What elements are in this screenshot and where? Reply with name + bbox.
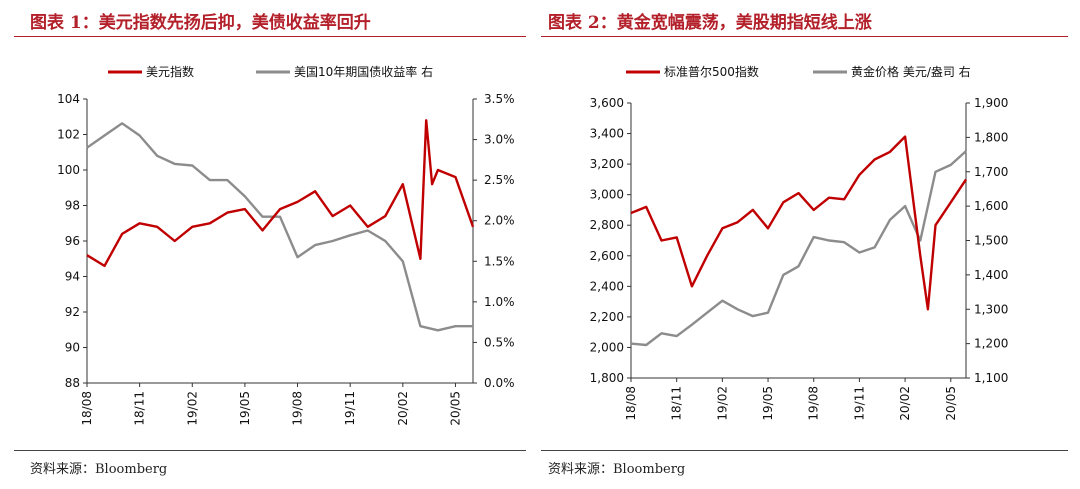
x-tick-label: 20/02 bbox=[898, 386, 912, 421]
x-tick-label: 18/08 bbox=[624, 386, 638, 421]
chart2-source: 资料来源：Bloomberg bbox=[548, 462, 686, 477]
left-tick-label: 102 bbox=[57, 128, 80, 142]
x-tick-label: 19/08 bbox=[291, 391, 305, 426]
left-tick-label: 1,800 bbox=[590, 371, 624, 385]
x-tick-label: 19/02 bbox=[715, 386, 729, 421]
x-tick-label: 18/11 bbox=[670, 386, 684, 421]
x-tick-label: 18/11 bbox=[133, 391, 147, 426]
chart1-title-rule bbox=[14, 36, 526, 37]
left-tick-label: 90 bbox=[65, 341, 80, 355]
left-tick-label: 2,200 bbox=[590, 310, 624, 324]
right-tick-label: 1,200 bbox=[974, 337, 1008, 351]
right-tick-label: 1,700 bbox=[974, 165, 1008, 179]
left-tick-label: 3,000 bbox=[590, 188, 624, 202]
x-tick-label: 20/05 bbox=[944, 386, 958, 421]
x-tick-label: 19/11 bbox=[343, 391, 357, 426]
left-tick-label: 88 bbox=[65, 376, 80, 390]
right-tick-label: 1,800 bbox=[974, 130, 1008, 144]
series-line-right bbox=[86, 122, 473, 332]
x-tick-label: 19/05 bbox=[761, 386, 775, 421]
right-tick-label: 1,100 bbox=[974, 371, 1008, 385]
x-tick-label: 19/08 bbox=[807, 386, 821, 421]
chart2-bottom-rule bbox=[541, 450, 1068, 451]
x-tick-label: 20/05 bbox=[448, 391, 462, 426]
right-tick-label: 2.0% bbox=[484, 214, 515, 228]
right-tick-label: 1.0% bbox=[484, 295, 515, 309]
right-tick-label: 0.0% bbox=[484, 376, 515, 390]
right-tick-label: 1,500 bbox=[974, 234, 1008, 248]
left-tick-label: 100 bbox=[57, 163, 80, 177]
left-tick-label: 3,200 bbox=[590, 157, 624, 171]
legend-label: 标准普尔500指数 bbox=[664, 64, 759, 79]
chart1-bottom-rule bbox=[14, 450, 526, 451]
series-line-left bbox=[86, 119, 475, 268]
x-tick-label: 18/08 bbox=[80, 391, 94, 426]
chart1-source: 资料来源：Bloomberg bbox=[30, 462, 168, 477]
legend-label: 黄金价格 美元/盎司 右 bbox=[851, 64, 971, 79]
left-tick-label: 2,000 bbox=[590, 340, 624, 354]
left-tick-label: 98 bbox=[65, 199, 80, 213]
left-tick-label: 3,400 bbox=[590, 127, 624, 141]
chart2-title: 图表 2：黄金宽幅震荡，美股期指短线上涨 bbox=[548, 13, 872, 33]
right-tick-label: 2.5% bbox=[484, 173, 515, 187]
left-tick-label: 94 bbox=[65, 270, 80, 284]
series-line-left bbox=[630, 135, 967, 311]
left-tick-label: 92 bbox=[65, 305, 80, 319]
right-tick-label: 3.5% bbox=[484, 92, 515, 106]
left-tick-label: 2,800 bbox=[590, 218, 624, 232]
left-tick-label: 2,400 bbox=[590, 279, 624, 293]
chart2-svg: 1,800 2,000 2,200 2,400 2,600 2,800 3,000 3,200… bbox=[590, 64, 1009, 421]
left-tick-label: 96 bbox=[65, 234, 80, 248]
chart1-svg: 88 90 92 94 96 98 100 102 104 0.0% 0.5% 1.0% 1.5% 2.0… bbox=[57, 64, 515, 426]
left-tick-label: 104 bbox=[57, 92, 80, 106]
series-line-right bbox=[630, 150, 967, 347]
x-tick-label: 19/11 bbox=[852, 386, 866, 421]
right-tick-label: 1,900 bbox=[974, 96, 1008, 110]
x-tick-label: 20/02 bbox=[396, 391, 410, 426]
right-tick-label: 3.0% bbox=[484, 133, 515, 147]
x-tick-label: 19/05 bbox=[238, 391, 252, 426]
right-tick-label: 1,300 bbox=[974, 302, 1008, 316]
right-tick-label: 1.5% bbox=[484, 254, 515, 268]
left-tick-label: 3,600 bbox=[590, 96, 624, 110]
legend-label: 美国10年期国债收益率 右 bbox=[294, 64, 433, 79]
left-tick-label: 2,600 bbox=[590, 249, 624, 263]
x-tick-label: 19/02 bbox=[185, 391, 199, 426]
right-tick-label: 1,600 bbox=[974, 199, 1008, 213]
right-tick-label: 0.5% bbox=[484, 335, 515, 349]
legend-label: 美元指数 bbox=[146, 64, 194, 79]
chart2-title-rule bbox=[541, 36, 1068, 37]
right-tick-label: 1,400 bbox=[974, 268, 1008, 282]
chart1-title: 图表 1：美元指数先扬后抑，美债收益率回升 bbox=[30, 13, 371, 33]
